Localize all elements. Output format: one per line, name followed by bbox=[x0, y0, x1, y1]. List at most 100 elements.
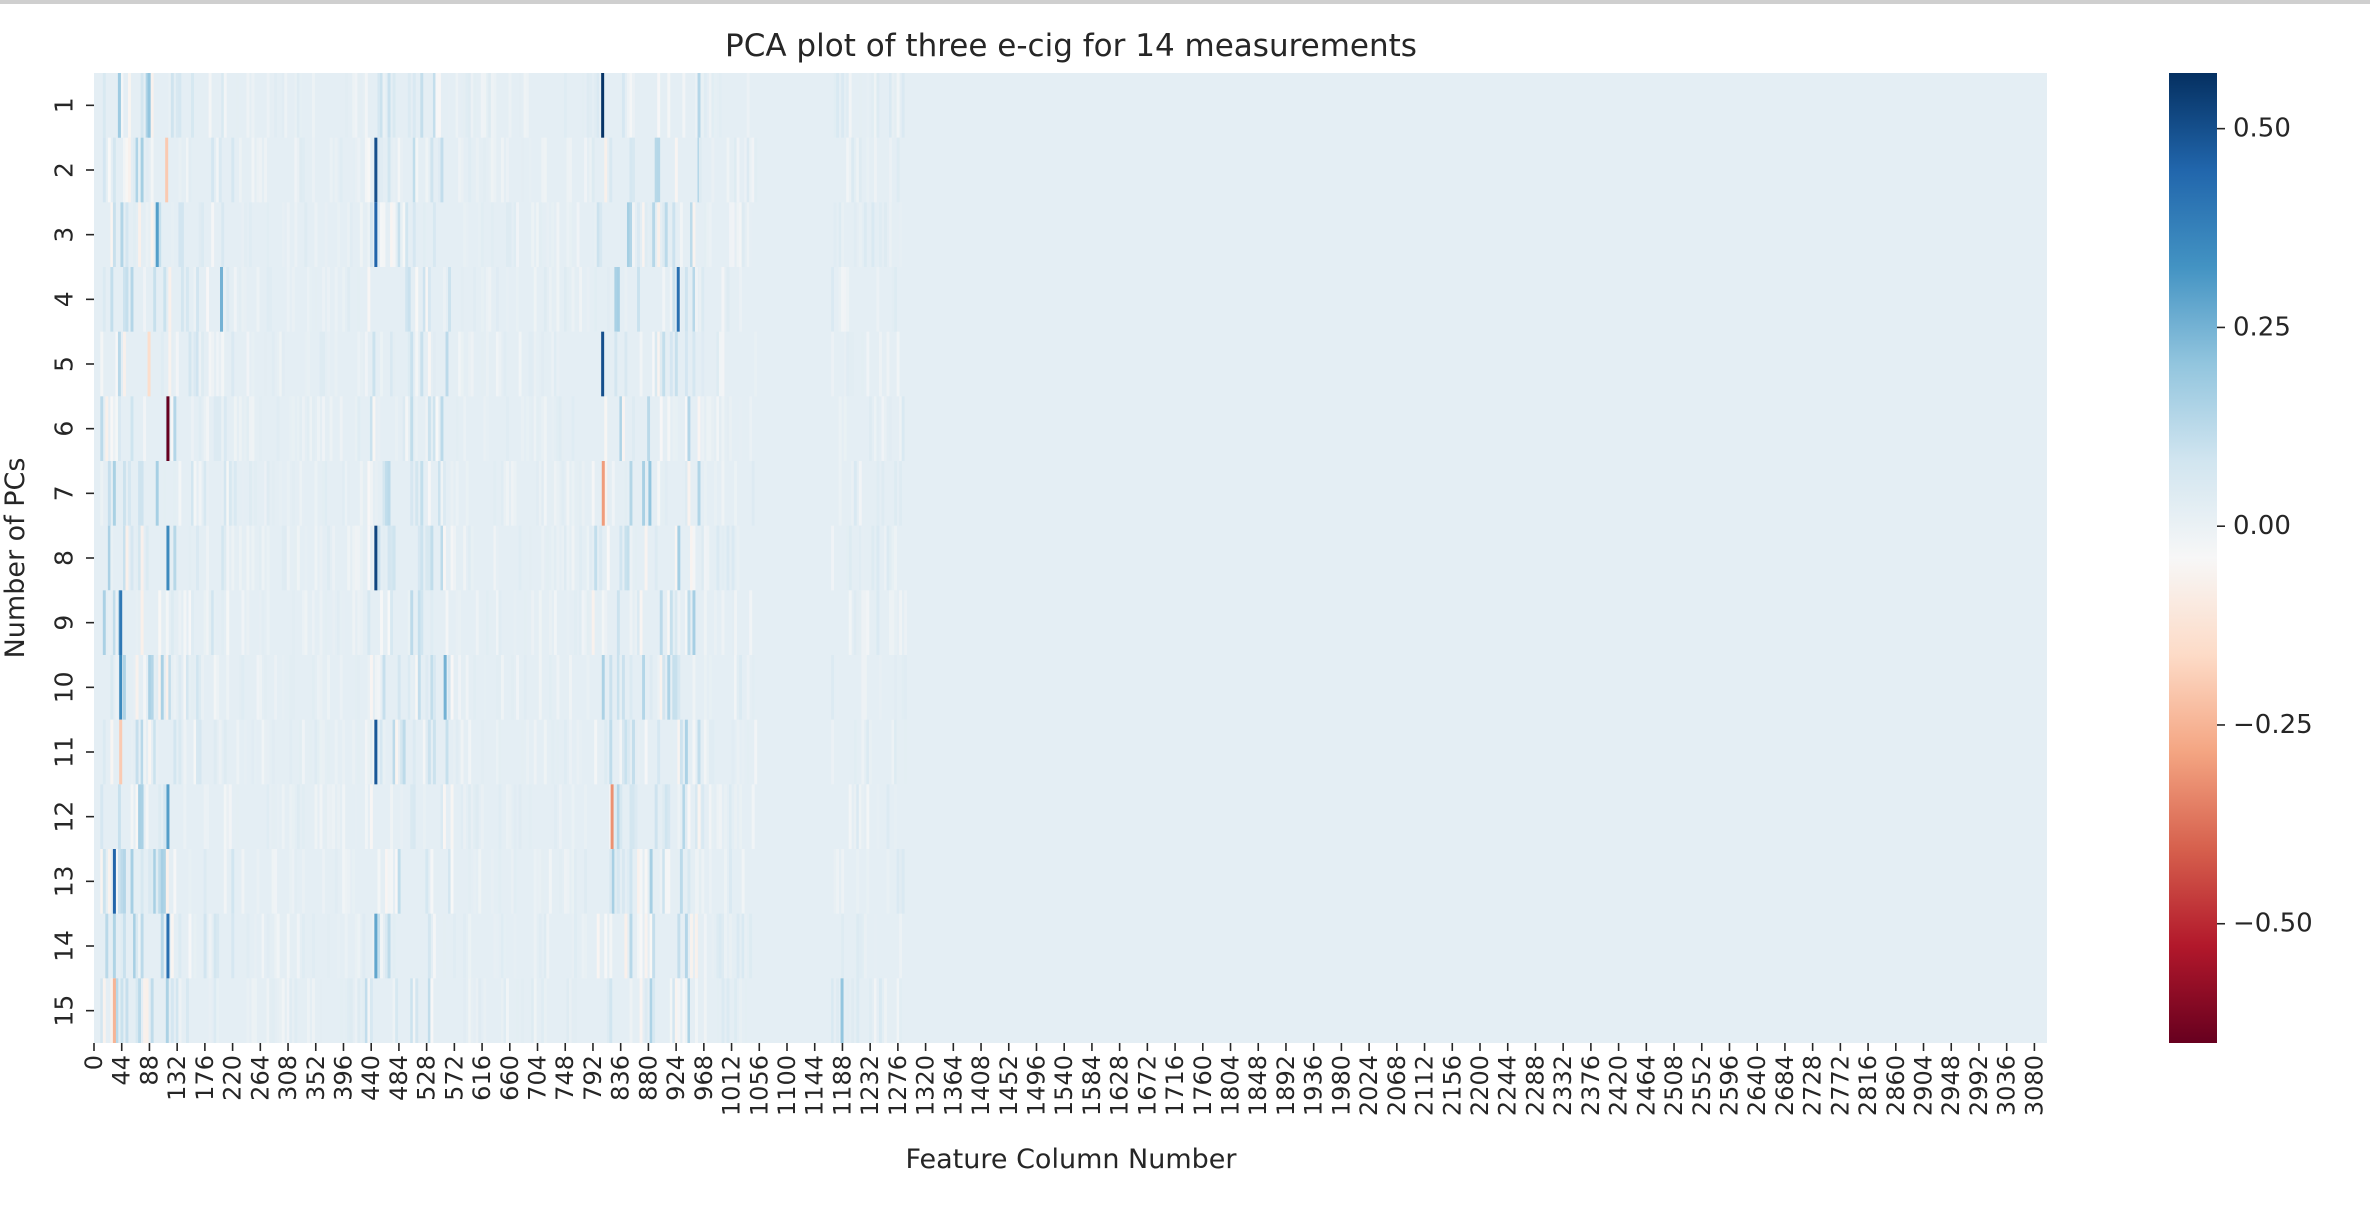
heatmap-cell bbox=[427, 267, 431, 332]
heatmap-cell bbox=[533, 849, 537, 914]
heatmap-cell bbox=[309, 719, 313, 785]
heatmap-cell bbox=[739, 202, 743, 267]
y-tick-label: 10 bbox=[50, 671, 79, 703]
heatmap-cell bbox=[382, 73, 386, 138]
heatmap-cell bbox=[311, 655, 315, 720]
heatmap-cell bbox=[674, 525, 678, 591]
heatmap-cell bbox=[697, 396, 701, 461]
heatmap-cell bbox=[226, 267, 230, 332]
heatmap-cell bbox=[223, 396, 227, 461]
heatmap-cell bbox=[115, 978, 119, 1043]
heatmap-cell bbox=[506, 202, 509, 267]
heatmap-cell bbox=[884, 978, 887, 1043]
heatmap-cell bbox=[208, 590, 212, 655]
heatmap-cell bbox=[107, 590, 111, 655]
heatmap-cell bbox=[322, 719, 325, 785]
heatmap-cell bbox=[170, 73, 174, 138]
heatmap-cell bbox=[553, 525, 557, 591]
heatmap-cell bbox=[213, 590, 217, 655]
heatmap-cell bbox=[198, 461, 202, 526]
heatmap-cell bbox=[876, 978, 880, 1043]
heatmap-cell bbox=[155, 719, 159, 785]
heatmap-cell bbox=[701, 396, 705, 461]
heatmap-cell bbox=[266, 978, 270, 1043]
heatmap-cell bbox=[899, 849, 903, 914]
heatmap-cell bbox=[364, 978, 368, 1043]
heatmap-cell bbox=[495, 655, 499, 720]
heatmap-cell bbox=[364, 331, 368, 397]
heatmap-cell bbox=[352, 525, 356, 591]
heatmap-cell bbox=[566, 849, 570, 914]
heatmap-cell bbox=[107, 525, 111, 591]
heatmap-cell bbox=[248, 784, 252, 849]
heatmap-cell bbox=[659, 331, 663, 397]
heatmap-cell bbox=[736, 137, 740, 203]
heatmap-cell bbox=[485, 331, 489, 397]
heatmap-cell bbox=[362, 978, 366, 1043]
heatmap-cell bbox=[173, 461, 177, 526]
heatmap-cell bbox=[659, 849, 663, 914]
heatmap-cell bbox=[662, 784, 666, 849]
heatmap-cell bbox=[246, 396, 250, 461]
heatmap-cell bbox=[543, 137, 547, 203]
heatmap-cell bbox=[425, 396, 429, 461]
heatmap-cell bbox=[871, 202, 875, 267]
heatmap-cell bbox=[629, 978, 633, 1043]
heatmap-cell bbox=[468, 913, 472, 979]
heatmap-cell bbox=[344, 978, 348, 1043]
heatmap-cell bbox=[584, 784, 588, 849]
x-tick-label: 2772 bbox=[1826, 1055, 1854, 1116]
heatmap-cell bbox=[266, 202, 270, 267]
heatmap-cell bbox=[734, 137, 737, 203]
heatmap-cell bbox=[716, 913, 720, 979]
heatmap-cell bbox=[541, 137, 545, 203]
heatmap-cell bbox=[692, 202, 696, 267]
heatmap-cell bbox=[299, 137, 303, 203]
heatmap-cell bbox=[112, 978, 116, 1043]
heatmap-cell bbox=[357, 267, 361, 332]
heatmap-cell bbox=[417, 590, 421, 655]
heatmap-cell bbox=[281, 655, 285, 720]
heatmap-cell bbox=[556, 461, 560, 526]
heatmap-cell bbox=[218, 331, 222, 397]
heatmap-cell bbox=[347, 849, 351, 914]
heatmap-cell bbox=[211, 590, 215, 655]
heatmap-cell bbox=[566, 202, 570, 267]
heatmap-cell bbox=[866, 849, 870, 914]
heatmap-cell bbox=[135, 719, 139, 785]
heatmap-cell bbox=[168, 73, 172, 138]
heatmap-cell bbox=[236, 784, 240, 849]
heatmap-cell bbox=[695, 978, 698, 1043]
heatmap-cell bbox=[115, 655, 119, 720]
heatmap-cell bbox=[122, 525, 126, 591]
heatmap-cell bbox=[173, 655, 177, 720]
heatmap-cell bbox=[266, 913, 270, 979]
heatmap-cell bbox=[713, 73, 717, 138]
heatmap-cell bbox=[122, 137, 126, 203]
heatmap-cell bbox=[463, 396, 467, 461]
heatmap-cell bbox=[518, 73, 522, 138]
heatmap-cell bbox=[455, 461, 459, 526]
heatmap-cell bbox=[480, 267, 484, 332]
heatmap-cell bbox=[863, 913, 867, 979]
x-tick-label: 2024 bbox=[1355, 1055, 1383, 1116]
heatmap-cell bbox=[538, 461, 542, 526]
heatmap-cell bbox=[178, 655, 182, 720]
heatmap-cell bbox=[629, 913, 633, 979]
heatmap-cell bbox=[130, 784, 134, 849]
heatmap-cell bbox=[751, 461, 755, 526]
heatmap-cell bbox=[726, 396, 730, 461]
heatmap-cell bbox=[422, 719, 426, 785]
heatmap-cell bbox=[586, 267, 590, 332]
heatmap-cell bbox=[843, 331, 847, 397]
heatmap-cell bbox=[731, 719, 735, 785]
heatmap-cell bbox=[468, 73, 472, 138]
heatmap-cell bbox=[873, 137, 877, 203]
y-tick-label: 6 bbox=[50, 421, 79, 437]
heatmap-cell bbox=[531, 396, 535, 461]
heatmap-cell bbox=[327, 913, 331, 979]
heatmap-cell bbox=[148, 655, 152, 720]
heatmap-cell bbox=[450, 849, 454, 914]
heatmap-cell bbox=[198, 331, 202, 397]
heatmap-cell bbox=[107, 137, 111, 203]
